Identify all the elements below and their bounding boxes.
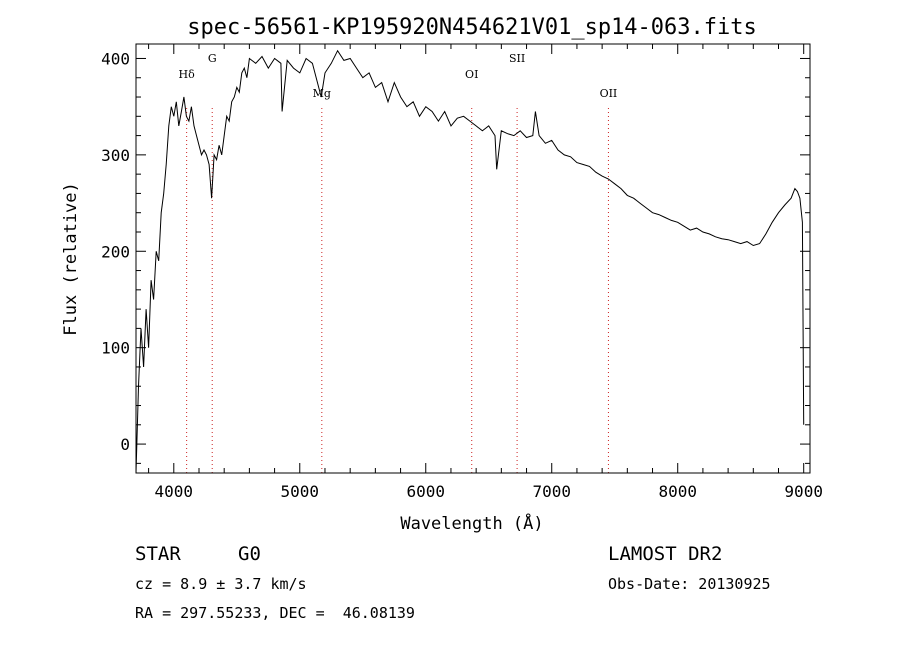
line-marker-label: OI xyxy=(465,68,478,81)
y-tick-label: 100 xyxy=(101,339,130,358)
line-marker-label: G xyxy=(208,52,217,65)
redshift-text: cz = 8.9 ± 3.7 km/s xyxy=(135,575,307,593)
line-marker-label: OII xyxy=(600,87,618,100)
x-tick-label: 5000 xyxy=(281,482,320,501)
obs-date: Obs-Date: 20130925 xyxy=(608,575,771,593)
radec-text: RA = 297.55233, DEC = 46.08139 xyxy=(135,604,415,622)
y-tick-label: 0 xyxy=(120,435,130,454)
survey-name: LAMOST DR2 xyxy=(608,543,723,565)
x-axis-label: Wavelength (Å) xyxy=(400,512,543,534)
plot-frame xyxy=(135,43,811,474)
x-tick-label: 8000 xyxy=(658,482,697,501)
line-marker-label: Hδ xyxy=(179,68,196,81)
x-tick-label: 9000 xyxy=(784,482,823,501)
y-axis-ticks: 0 100 200 300 400 xyxy=(101,49,810,464)
x-tick-label: 6000 xyxy=(406,482,445,501)
chart-title: spec-56561-KP195920N454621V01_sp14-063.f… xyxy=(187,15,757,40)
spectrum-line xyxy=(135,49,805,474)
object-class: STAR xyxy=(135,543,181,565)
line-marker-label: SII xyxy=(509,52,525,65)
y-axis-label: Flux (relative) xyxy=(61,182,81,336)
object-subclass: G0 xyxy=(238,543,261,565)
y-tick-label: 200 xyxy=(101,242,130,261)
x-tick-label: 7000 xyxy=(532,482,571,501)
x-axis-ticks: 4000 5000 6000 7000 8000 9000 xyxy=(148,44,823,501)
y-tick-label: 300 xyxy=(101,146,130,165)
x-tick-label: 4000 xyxy=(155,482,194,501)
y-tick-label: 400 xyxy=(101,49,130,68)
